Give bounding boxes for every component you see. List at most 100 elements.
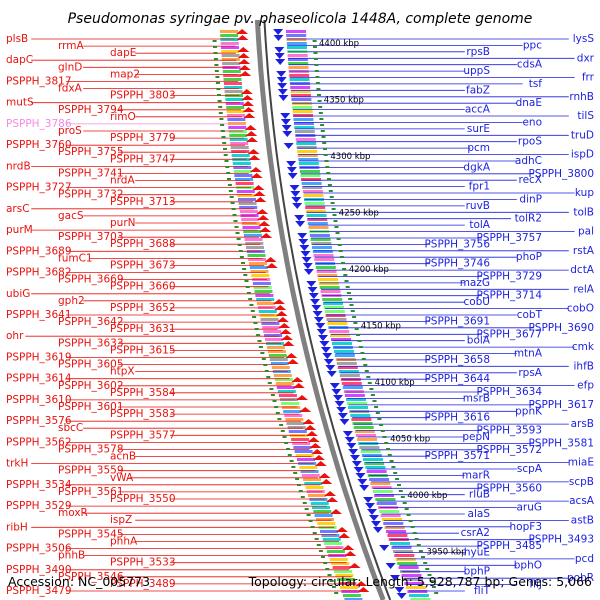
track-tick [416,544,421,546]
forward-gene-label: PSPPH_3485 [476,540,542,552]
track-tick [429,580,434,582]
reverse-gene-arrow [348,563,361,568]
forward-gene-label: bphP [464,566,490,578]
feature-stripe [397,562,418,565]
feature-stripe [303,194,324,197]
track-tick [325,568,330,570]
reverse-gene-label: PSPPH_3688 [110,238,176,250]
forward-gene-label: arsB [571,418,594,430]
track-tick [267,382,272,384]
feature-stripe [294,126,315,129]
forward-gene-arrow [277,89,288,95]
track-tick [266,376,271,378]
forward-gene-arrow [273,29,284,35]
track-tick [412,532,417,534]
forward-gene-label: cobO [567,303,594,315]
forward-gene-label: pcd [575,553,594,565]
feature-stripe [369,478,390,481]
reverse-gene-label: purN [110,217,136,229]
forward-gene-arrow [287,173,298,179]
forward-gene-label: pepN [462,431,490,443]
feature-stripe [293,118,314,121]
feature-stripe [288,66,309,69]
reverse-gene-label: plsB [6,33,28,45]
feature-stripe [242,226,261,229]
feature-stripe [332,342,352,345]
track-tick [344,280,349,282]
feature-stripe [370,482,391,485]
forward-gene-label: ppc [523,39,542,51]
feature-stripe [297,150,318,153]
reverse-gene-arrow [355,581,368,586]
feature-stripe [352,422,373,425]
track-tick [213,58,218,60]
track-tick [237,244,242,246]
reverse-gene-label: dapE [110,47,136,59]
track-tick [327,184,332,186]
track-tick [369,388,374,390]
feature-stripe [284,414,303,417]
track-tick [425,568,430,570]
reverse-gene-arrow [243,113,256,118]
feature-stripe [270,362,289,365]
feature-stripe [264,334,283,337]
forward-gene-label: cobT [517,309,543,321]
track-tick [321,556,325,558]
track-tick [331,208,336,210]
reverse-gene-label: rimO [110,111,136,123]
forward-gene-label: PSPPH_3714 [476,290,542,302]
track-tick [320,124,325,126]
forward-gene-label: PSPPH_3729 [476,271,542,283]
track-tick [370,394,375,396]
feature-stripe [343,390,364,393]
track-tick [284,442,289,444]
track-tick [315,76,320,78]
track-tick [354,328,359,330]
forward-gene-arrow [277,83,288,89]
reverse-gene-label: PSPPH_3633 [58,337,124,349]
forward-gene-arrow [292,203,303,209]
reverse-gene-arrow [318,473,331,478]
reverse-gene-label: PSPPH_3615 [110,344,176,356]
reverse-gene-arrow [247,149,260,154]
feature-stripe [360,450,381,453]
feature-stripe [410,598,431,600]
forward-gene-label: pobR [567,572,594,584]
feature-stripe [331,562,350,565]
reverse-gene-arrow [278,323,291,328]
reverse-gene-arrow [282,341,295,346]
feature-stripe [327,322,348,325]
forward-gene-label: dinP [519,194,542,206]
feature-stripe [351,418,372,421]
reverse-gene-arrow [248,155,261,160]
reverse-gene-label: PSPPH_3747 [110,153,176,165]
forward-gene-label: PSPPH_3757 [476,232,542,244]
track-tick [363,364,368,366]
forward-gene-label: rpsA [518,367,542,379]
forward-gene-label: csrA2 [461,527,490,539]
reverse-gene-arrow [314,461,327,466]
forward-gene-arrow [337,413,348,419]
feature-stripe [355,434,376,437]
track-tick [218,112,223,114]
feature-stripe [310,502,329,505]
feature-stripe [260,318,279,321]
reverse-gene-label: PSPPH_3642 [58,316,124,328]
track-tick [395,478,400,480]
forward-gene-label: tolR2 [515,213,542,225]
forward-gene-arrow [323,359,334,365]
feature-stripe [243,234,262,237]
feature-stripe [298,162,319,165]
feature-stripe [302,190,323,193]
feature-stripe [311,242,332,245]
kbp-tick-label: 4250 kbp [339,209,379,219]
feature-stripe [223,74,242,77]
feature-stripe [285,418,304,421]
feature-stripe [341,382,362,385]
reverse-gene-label: PSPPH_3578 [58,444,124,456]
forward-gene-label: PSPPH_3617 [528,399,594,411]
track-tick [372,400,377,402]
feature-stripe [233,166,252,169]
feature-stripe [372,490,393,493]
